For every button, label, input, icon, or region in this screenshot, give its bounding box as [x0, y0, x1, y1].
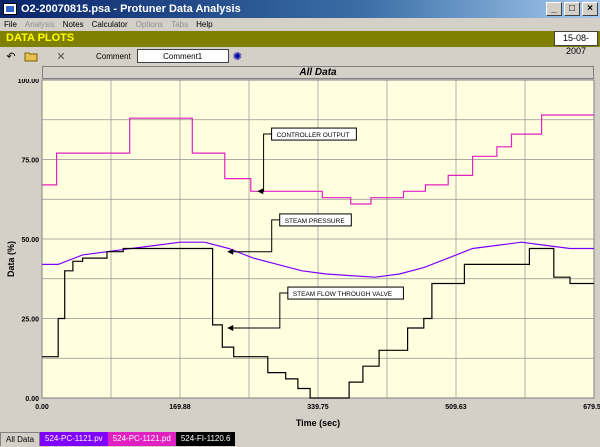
- annotation-arrow: [231, 219, 280, 253]
- x-tick-label: 339.75: [307, 404, 329, 411]
- plot-title: All Data: [42, 66, 594, 79]
- date-field[interactable]: 15-08-2007: [554, 31, 598, 56]
- x-tick-label: 169.88: [169, 404, 191, 411]
- title-bar[interactable]: O2-20070815.psa - Protuner Data Analysis…: [0, 0, 600, 18]
- y-tick-label: 100.00: [18, 79, 40, 85]
- annotation-label: CONTROLLER OUTPUT: [277, 132, 350, 139]
- y-tick-label: 25.00: [21, 317, 39, 324]
- menu-calculator[interactable]: Calculator: [91, 19, 128, 29]
- tab-524-fi-1120-6[interactable]: 524-FI-1120.6: [175, 432, 236, 446]
- menu-file[interactable]: File: [4, 19, 17, 29]
- y-axis-label: Data (%): [6, 241, 16, 277]
- toolbar: ↶ ✕ Comment ✺: [0, 47, 600, 65]
- menu-tabs[interactable]: Tabs: [171, 19, 189, 29]
- tab-524-pc-1121-pv[interactable]: 524-PC-1121.pv: [40, 432, 108, 446]
- series-line-0: [42, 114, 594, 205]
- tab-524-pc-1121-pd[interactable]: 524-PC-1121.pd: [107, 432, 176, 446]
- app-icon[interactable]: [3, 3, 17, 15]
- close-button[interactable]: ×: [582, 2, 598, 16]
- section-title: DATA PLOTS: [6, 32, 75, 44]
- menu-help[interactable]: Help: [196, 19, 213, 29]
- settings-sun-icon[interactable]: ✺: [232, 50, 242, 63]
- annotation-label: STEAM FLOW THROUGH VALVE: [293, 291, 393, 298]
- minimize-button[interactable]: _: [546, 2, 562, 16]
- series-group: [42, 114, 594, 399]
- grid: [42, 80, 594, 398]
- delete-icon[interactable]: ✕: [56, 50, 66, 63]
- maximize-button[interactable]: □: [564, 2, 580, 16]
- y-axis-ticks: 0.00 25.00 50.00 75.00 100.00: [18, 79, 40, 403]
- annotations: CONTROLLER OUTPUT STEAM PRESSURE STEAM FLO…: [227, 127, 404, 332]
- x-tick-label: 509.63: [445, 404, 467, 411]
- undo-icon[interactable]: ↶: [6, 50, 16, 63]
- menu-bar: File Analysis Notes Calculator Options T…: [0, 18, 600, 30]
- annotation-arrow: [231, 292, 288, 329]
- annotation-label: STEAM PRESSURE: [285, 218, 346, 225]
- open-folder-icon[interactable]: [22, 48, 40, 64]
- x-tick-label: 0.00: [35, 404, 49, 411]
- x-tick-label: 679.50: [583, 404, 600, 411]
- section-header: DATA PLOTS 15-08-2007: [0, 31, 600, 56]
- menu-analysis[interactable]: Analysis: [24, 19, 55, 29]
- y-tick-label: 50.00: [21, 237, 39, 244]
- tab-all-data[interactable]: All Data: [0, 432, 41, 446]
- x-axis-label: Time (sec): [296, 418, 340, 428]
- comment-input[interactable]: [136, 49, 229, 63]
- annotation-arrowhead: [227, 325, 234, 332]
- menu-options[interactable]: Options: [135, 19, 164, 29]
- y-tick-label: 0.00: [25, 396, 39, 403]
- chart[interactable]: 0.00 25.00 50.00 75.00 100.00 0.00 169.88 339.…: [0, 79, 600, 429]
- menu-notes[interactable]: Notes: [62, 19, 84, 29]
- window-title: O2-20070815.psa - Protuner Data Analysis: [21, 3, 241, 15]
- bottom-tabs: All Data 524-PC-1121.pv 524-PC-1121.pd 5…: [0, 432, 600, 446]
- x-axis-ticks: 0.00 169.88 339.75 509.63 679.50: [35, 404, 600, 411]
- annotation-arrowhead: [227, 248, 234, 255]
- series-line-2: [42, 247, 594, 399]
- annotation-arrowhead: [257, 188, 264, 195]
- comment-label: Comment: [96, 51, 131, 61]
- y-tick-label: 75.00: [21, 158, 39, 165]
